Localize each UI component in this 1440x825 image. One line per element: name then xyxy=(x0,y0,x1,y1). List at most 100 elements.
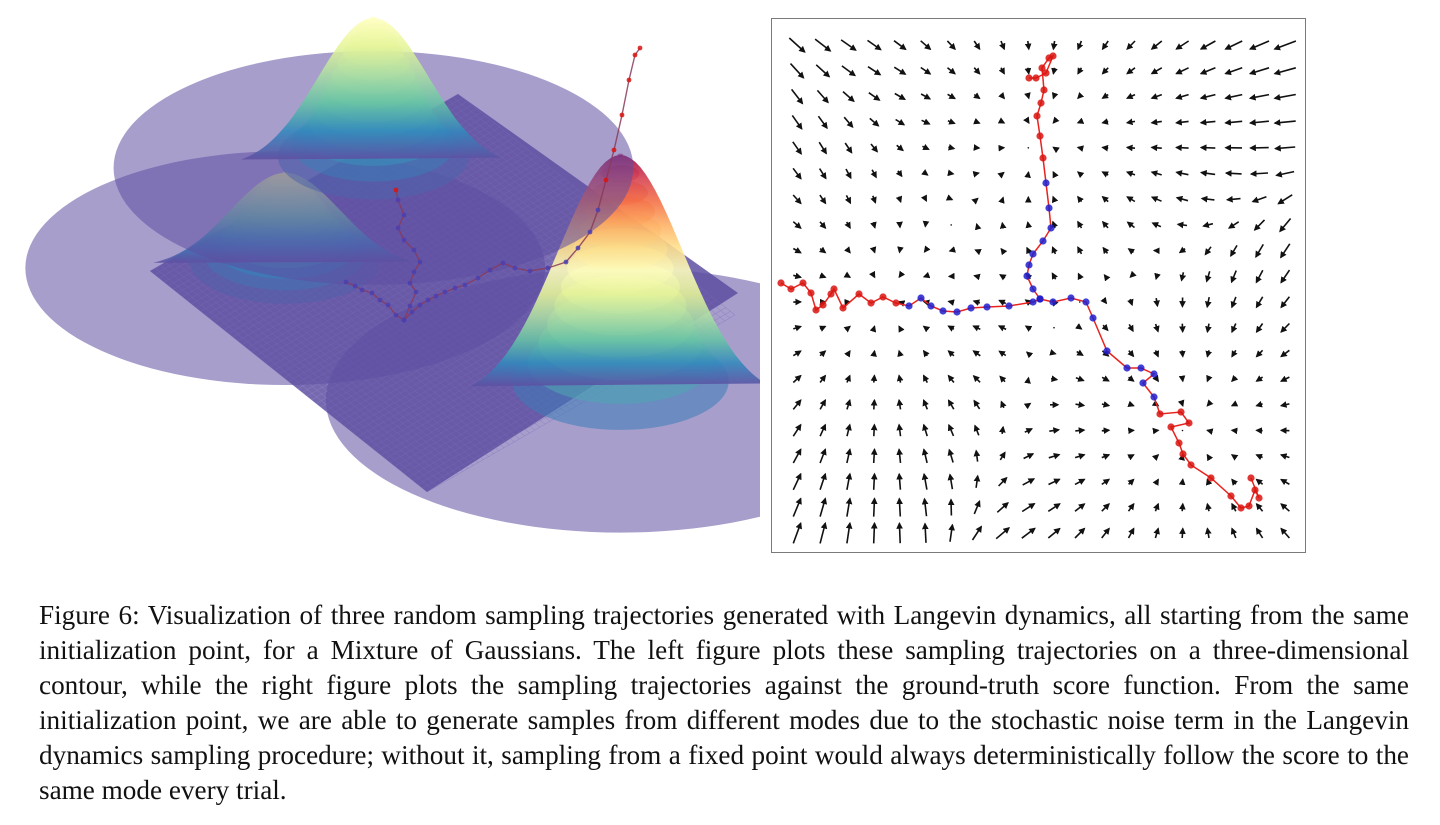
score-arrow xyxy=(1126,196,1136,203)
score-arrow xyxy=(1076,117,1085,124)
score-arrow xyxy=(1255,296,1264,309)
score-arrow xyxy=(998,67,1005,75)
quiver-trajectory-2 xyxy=(1036,294,1263,512)
score-arrow xyxy=(1280,243,1291,259)
score-arrow xyxy=(819,423,827,437)
score-arrow xyxy=(870,195,877,204)
score-arrow xyxy=(1077,91,1085,100)
score-arrow xyxy=(869,325,877,333)
score-arrow xyxy=(998,350,1007,358)
score-arrow xyxy=(922,325,931,333)
score-arrow xyxy=(844,246,851,254)
score-arrow xyxy=(1175,195,1189,203)
score-arrow xyxy=(1150,196,1162,203)
score-arrow xyxy=(947,143,956,151)
score-arrow xyxy=(1249,170,1269,178)
score-arrow xyxy=(844,142,853,154)
score-arrow xyxy=(1178,375,1186,383)
score-arrow xyxy=(996,502,1009,513)
score-arrow xyxy=(1127,324,1134,333)
score-arrow xyxy=(792,221,802,229)
score-arrow xyxy=(1150,118,1162,126)
score-arrow xyxy=(1075,401,1086,408)
score-arrow xyxy=(998,425,1006,435)
score-arrow xyxy=(920,66,932,75)
score-arrow xyxy=(1206,374,1213,383)
score-arrow xyxy=(1206,399,1214,407)
figure-number-label: Figure 6: xyxy=(39,600,140,630)
score-arrow xyxy=(922,349,930,358)
score-arrow xyxy=(946,67,956,75)
score-arrow xyxy=(1199,144,1216,152)
score-arrow xyxy=(896,497,903,517)
score-arrow xyxy=(1231,374,1239,383)
score-arrow xyxy=(947,325,955,332)
score-arrow xyxy=(999,221,1007,229)
score-arrow xyxy=(1199,118,1216,126)
score-arrow xyxy=(973,273,981,281)
score-arrow xyxy=(973,117,981,125)
score-arrow xyxy=(972,171,980,178)
score-arrow xyxy=(1255,400,1263,408)
score-arrow xyxy=(1150,170,1162,177)
quiver-canvas xyxy=(777,37,1297,544)
score-arrow xyxy=(922,399,929,410)
score-arrow xyxy=(1248,40,1270,50)
score-arrow xyxy=(1230,296,1237,309)
score-arrow xyxy=(1279,217,1292,233)
score-arrow xyxy=(1176,221,1188,229)
score-arrow xyxy=(947,92,956,100)
score-arrow xyxy=(792,521,803,544)
score-arrow xyxy=(1205,350,1212,358)
score-arrow xyxy=(818,246,827,254)
score-arrow xyxy=(1175,144,1189,152)
score-arrow xyxy=(973,399,981,410)
score-arrow xyxy=(1074,527,1086,539)
score-arrow xyxy=(973,40,981,51)
score-arrow xyxy=(995,527,1011,540)
score-arrow xyxy=(1077,220,1084,229)
score-arrow xyxy=(1102,246,1110,255)
score-arrow xyxy=(1000,247,1008,256)
score-arrow xyxy=(1077,272,1084,281)
score-arrow xyxy=(1230,400,1239,407)
score-arrow xyxy=(971,197,979,205)
score-arrow xyxy=(972,325,981,332)
score-arrow xyxy=(1051,67,1058,75)
score-arrow xyxy=(1200,195,1215,203)
score-arrow xyxy=(1152,374,1159,383)
score-arrow xyxy=(921,448,929,464)
score-arrow xyxy=(896,522,903,544)
score-arrow xyxy=(845,168,852,180)
score-arrow xyxy=(1224,40,1243,50)
figure-caption-text: Visualization of three random sampling t… xyxy=(39,600,1409,805)
score-arrow xyxy=(1074,478,1086,486)
score-arrow xyxy=(792,350,802,357)
score-arrow xyxy=(895,118,906,126)
score-arrows xyxy=(788,37,1297,544)
score-arrow xyxy=(867,66,882,76)
score-arrow xyxy=(789,63,805,79)
score-arrow xyxy=(896,374,904,383)
score-arrow xyxy=(792,167,802,180)
score-arrow xyxy=(1255,349,1264,358)
score-arrow xyxy=(947,169,955,177)
score-arrow xyxy=(1230,454,1239,461)
score-arrow xyxy=(947,448,955,463)
score-arrow xyxy=(1125,170,1136,178)
figure-caption: Figure 6: Visualization of three random … xyxy=(39,598,1409,808)
score-arrow xyxy=(819,350,827,358)
score-arrow xyxy=(1101,118,1109,125)
score-arrow xyxy=(870,497,878,517)
score-arrow xyxy=(1279,375,1290,382)
score-arrow xyxy=(819,221,827,230)
score-arrow xyxy=(1279,401,1290,408)
score-arrow xyxy=(1023,402,1032,410)
score-arrow xyxy=(845,448,853,464)
score-arrow xyxy=(1051,272,1058,280)
score-arrow xyxy=(1127,400,1135,408)
score-arrow xyxy=(1178,350,1186,358)
score-arrow xyxy=(1127,298,1134,307)
score-arrow xyxy=(1051,246,1058,255)
score-arrow xyxy=(1075,375,1085,382)
